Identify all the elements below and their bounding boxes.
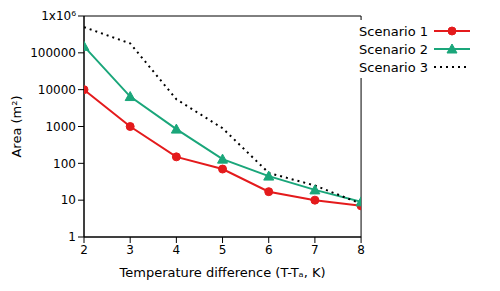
html-text:Scenario 1: Scenario 1 <box>359 23 428 39</box>
svg-text:Temperature difference (T-Tₐ,: Temperature difference (T-Tₐ, K) <box>118 265 325 280</box>
svg-text:100: 100 <box>53 157 76 171</box>
svg-text:10: 10 <box>61 193 76 207</box>
svg-text:5: 5 <box>219 243 227 257</box>
svg-text:1: 1 <box>68 230 76 244</box>
svg-text:10000: 10000 <box>38 83 76 97</box>
svg-text:4: 4 <box>173 243 181 257</box>
svg-text:1x10⁶: 1x10⁶ <box>41 9 76 23</box>
html-text:Scenario 2: Scenario 2 <box>359 41 428 57</box>
svg-text:1000: 1000 <box>45 120 76 134</box>
svg-text:2: 2 <box>80 243 88 257</box>
svg-text:Area (m²): Area (m²) <box>9 95 24 157</box>
svg-text:7: 7 <box>311 243 319 257</box>
html-text:Scenario 3: Scenario 3 <box>359 59 428 75</box>
svg-text:6: 6 <box>265 243 273 257</box>
svg-text:100000: 100000 <box>30 46 76 60</box>
svg-text:8: 8 <box>357 243 365 257</box>
svg-text:3: 3 <box>126 243 134 257</box>
